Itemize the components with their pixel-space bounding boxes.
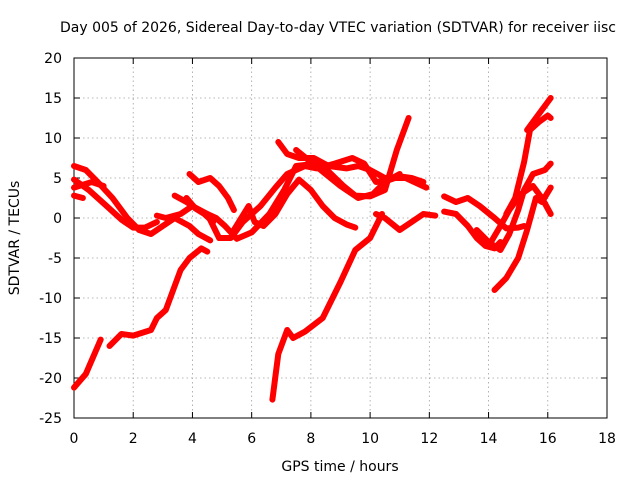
y-axis-label: SDTVAR / TECUs [7, 181, 23, 296]
axis-ticks [73, 57, 608, 419]
series-v [524, 95, 554, 133]
y-tick-label: -20 [39, 371, 62, 387]
series-j [183, 195, 217, 225]
series-g [71, 179, 107, 191]
x-tick-label: 6 [247, 431, 256, 447]
series-k [186, 171, 237, 213]
series-e [71, 176, 160, 231]
y-tick-label: -10 [39, 291, 62, 307]
series-h [153, 155, 427, 241]
x-axis-label: GPS time / hours [281, 459, 398, 475]
series-s [485, 183, 554, 249]
x-tick-label: 2 [129, 431, 138, 447]
series-p [441, 193, 528, 232]
series-n [293, 147, 403, 201]
x-tick-label: 16 [539, 431, 557, 447]
y-tick-label: 15 [44, 91, 62, 107]
series-d [71, 163, 214, 244]
series-t [491, 184, 554, 293]
x-tick-label: 14 [480, 431, 498, 447]
y-tick-label: 0 [53, 211, 62, 227]
y-tick-label: -5 [48, 251, 62, 267]
series-a [71, 336, 104, 391]
series-group [71, 95, 554, 403]
x-tick-label: 4 [188, 431, 197, 447]
y-tick-label: -15 [39, 331, 62, 347]
x-tick-label: 18 [598, 431, 616, 447]
x-tick-label: 8 [306, 431, 315, 447]
y-tick-label: -25 [39, 411, 62, 427]
series-f [71, 192, 86, 201]
x-tick-label: 12 [420, 431, 438, 447]
y-tick-label: 20 [44, 51, 62, 67]
series-l [230, 176, 359, 233]
plot-frame [73, 57, 608, 419]
y-tick-label: 10 [44, 131, 62, 147]
series-o [373, 211, 439, 233]
x-tick-label: 10 [361, 431, 379, 447]
y-tick-labels: -25 -20 -15 -10 -5 0 5 10 15 20 [39, 51, 62, 427]
y-tick-label: 5 [53, 171, 62, 187]
x-tick-label: 0 [70, 431, 79, 447]
series-c [269, 211, 385, 403]
series-b [106, 245, 211, 349]
chart-title: Day 005 of 2026, Sidereal Day-to-day VTE… [60, 20, 616, 36]
x-tick-labels: 0 2 4 6 8 10 12 14 16 18 [70, 431, 616, 447]
